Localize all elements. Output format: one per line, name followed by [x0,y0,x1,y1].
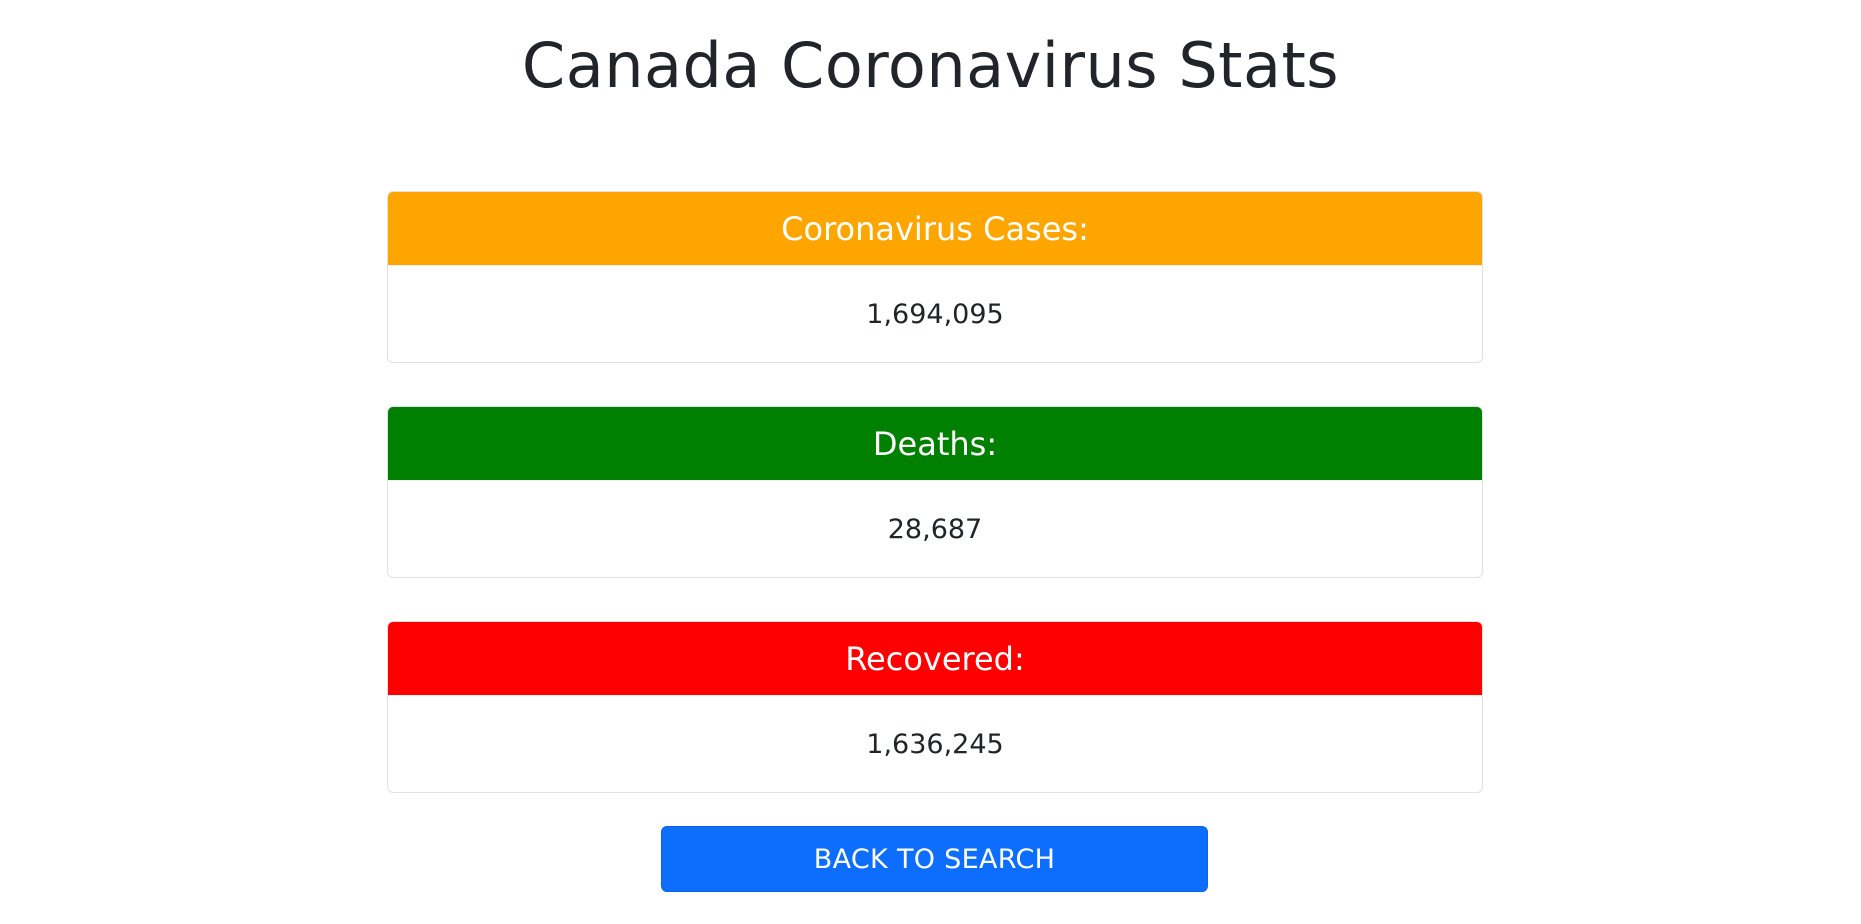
deaths-card-header: Deaths: [388,407,1482,480]
stats-card-list: Coronavirus Cases: 1,694,095 Deaths: 28,… [387,191,1483,836]
cases-card: Coronavirus Cases: 1,694,095 [387,191,1483,363]
recovered-card-header: Recovered: [388,622,1482,695]
cases-value: 1,694,095 [388,265,1482,362]
deaths-value: 28,687 [388,480,1482,577]
cases-card-header: Coronavirus Cases: [388,192,1482,265]
back-to-search-button[interactable]: BACK TO SEARCH [661,826,1208,892]
page-title: Canada Coronavirus Stats [521,29,1340,102]
recovered-card: Recovered: 1,636,245 [387,621,1483,793]
deaths-card: Deaths: 28,687 [387,406,1483,578]
recovered-value: 1,636,245 [388,695,1482,792]
